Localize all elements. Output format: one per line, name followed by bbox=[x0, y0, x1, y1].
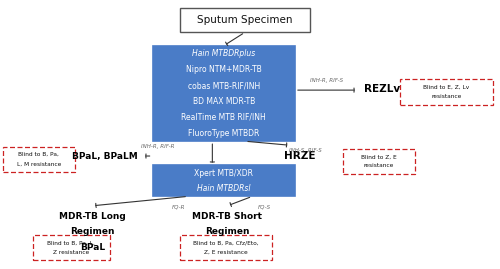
Text: Regimen: Regimen bbox=[206, 227, 250, 236]
Text: Blind to Z, E: Blind to Z, E bbox=[361, 154, 396, 159]
Text: INH-S, RIF-S: INH-S, RIF-S bbox=[288, 148, 322, 153]
Text: resistance: resistance bbox=[431, 94, 462, 100]
Text: MDR-TB Short: MDR-TB Short bbox=[192, 212, 262, 221]
Text: BPaL, BPaLM: BPaL, BPaLM bbox=[72, 151, 138, 161]
Text: Z resistance: Z resistance bbox=[53, 250, 90, 254]
Text: resistance: resistance bbox=[364, 164, 394, 168]
Text: Nipro NTM+MDR-TB: Nipro NTM+MDR-TB bbox=[186, 65, 262, 74]
FancyBboxPatch shape bbox=[342, 149, 415, 174]
Text: INH-R, RIF-R: INH-R, RIF-R bbox=[141, 144, 174, 149]
Text: Sputum Specimen: Sputum Specimen bbox=[197, 15, 293, 25]
Text: Z, E resistance: Z, E resistance bbox=[204, 250, 248, 254]
Text: FluoroType MTBDR: FluoroType MTBDR bbox=[188, 129, 260, 138]
FancyBboxPatch shape bbox=[180, 8, 310, 32]
Text: Blind to B, Pa, L,: Blind to B, Pa, L, bbox=[48, 240, 95, 245]
Text: L, M resistance: L, M resistance bbox=[16, 162, 61, 167]
FancyBboxPatch shape bbox=[400, 79, 492, 105]
Text: INH-R, RIF-S: INH-R, RIF-S bbox=[310, 78, 343, 83]
Text: FQ-S: FQ-S bbox=[258, 204, 272, 210]
Text: REZLv: REZLv bbox=[364, 84, 400, 94]
Text: Regimen: Regimen bbox=[70, 227, 115, 236]
Text: BPaL: BPaL bbox=[80, 243, 105, 252]
FancyBboxPatch shape bbox=[152, 165, 295, 196]
FancyBboxPatch shape bbox=[2, 147, 75, 172]
Text: Xpert MTB/XDR: Xpert MTB/XDR bbox=[194, 169, 254, 178]
Text: Hain MTBDRsl: Hain MTBDRsl bbox=[197, 184, 250, 193]
Text: Blind to B, Pa, Cfz/Eto,: Blind to B, Pa, Cfz/Eto, bbox=[194, 240, 259, 245]
FancyBboxPatch shape bbox=[32, 235, 110, 260]
Text: Blind to B, Pa,: Blind to B, Pa, bbox=[18, 152, 59, 157]
Text: cobas MTB-RIF/INH: cobas MTB-RIF/INH bbox=[188, 81, 260, 90]
Text: RealTime MTB RIF/INH: RealTime MTB RIF/INH bbox=[182, 113, 266, 122]
Text: Hain MTBDRplus: Hain MTBDRplus bbox=[192, 49, 256, 58]
Text: MDR-TB Long: MDR-TB Long bbox=[59, 212, 126, 221]
Text: HRZE: HRZE bbox=[284, 151, 316, 161]
Text: FQ-R: FQ-R bbox=[172, 204, 185, 210]
FancyBboxPatch shape bbox=[152, 46, 295, 141]
Text: Blind to E, Z, Lv: Blind to E, Z, Lv bbox=[423, 85, 470, 90]
FancyBboxPatch shape bbox=[180, 235, 272, 260]
Text: BD MAX MDR-TB: BD MAX MDR-TB bbox=[192, 97, 255, 106]
